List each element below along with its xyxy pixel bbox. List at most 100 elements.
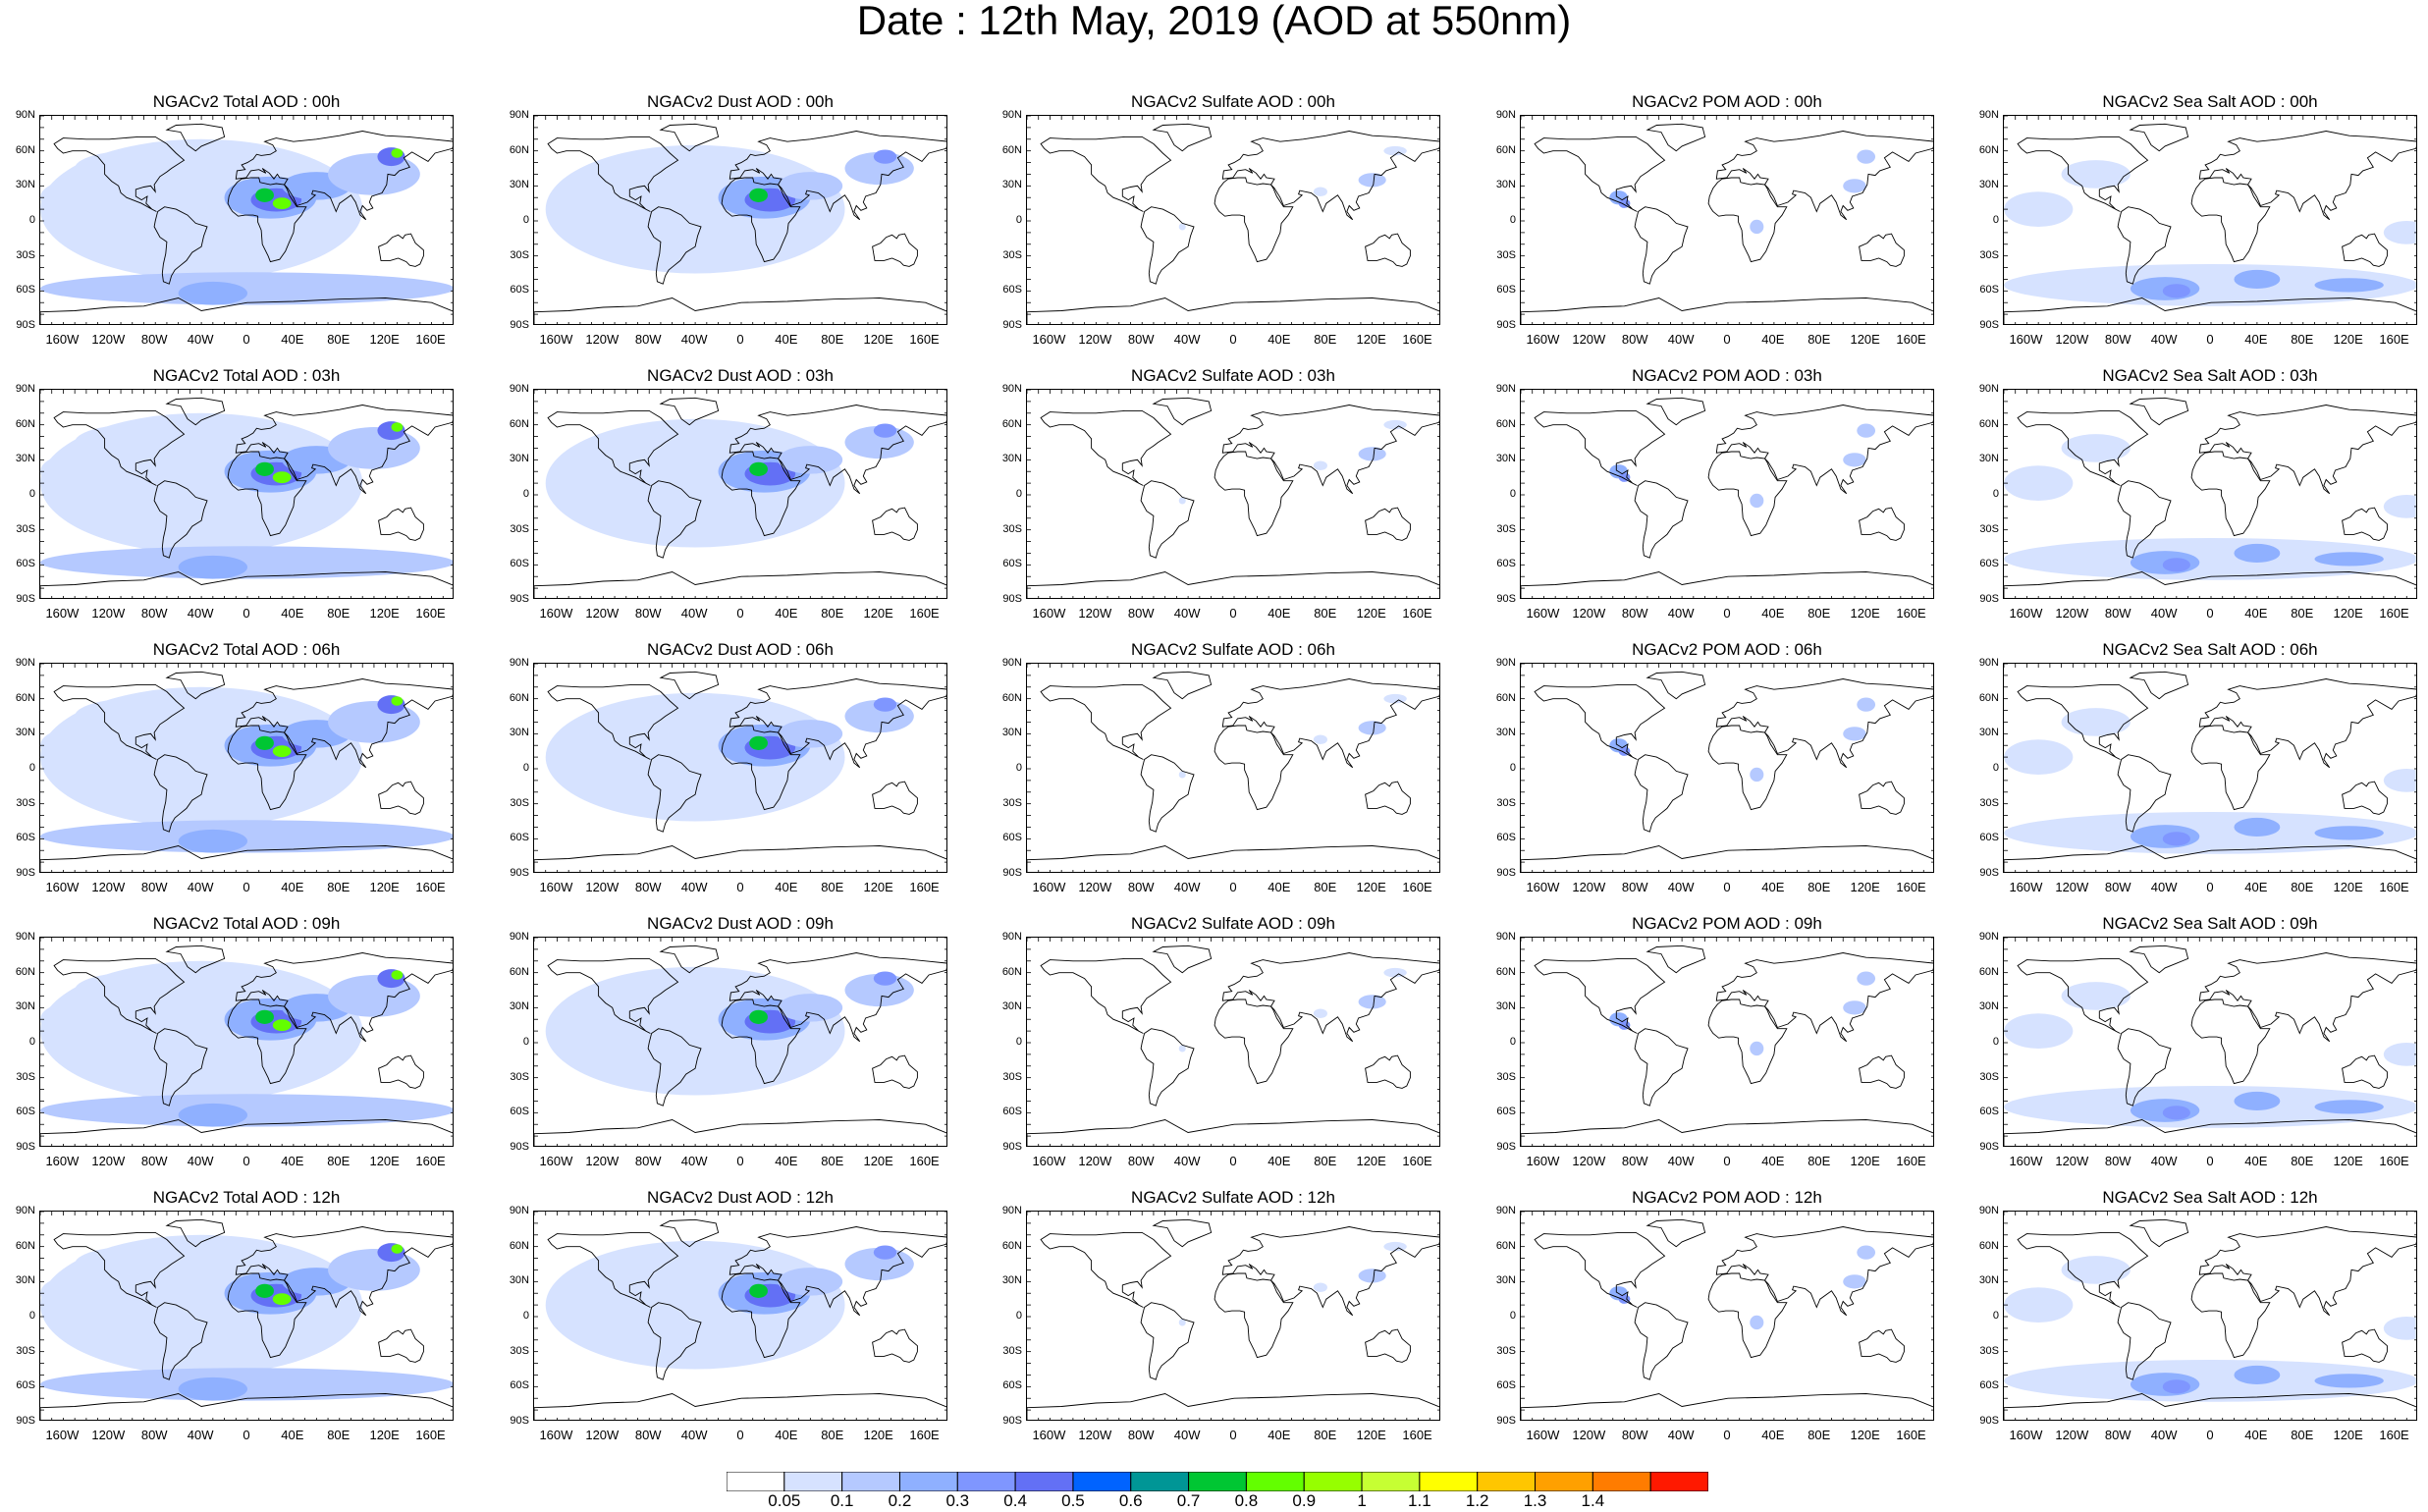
lon-label: 160E bbox=[1402, 1154, 1432, 1168]
coastline-eurasia bbox=[1715, 131, 1933, 221]
aod-region bbox=[1843, 453, 1866, 467]
aod-map bbox=[534, 116, 946, 324]
coastline-northAmerica bbox=[1040, 683, 1172, 760]
aod-region bbox=[2383, 769, 2416, 792]
lon-label: 160W bbox=[1032, 1428, 1066, 1442]
lat-label: 30N bbox=[1001, 1000, 1022, 1013]
coastline-antarctica bbox=[2004, 845, 2416, 872]
lon-label: 80W bbox=[1127, 606, 1155, 621]
lat-label: 30S bbox=[1496, 1070, 1516, 1083]
lon-label: 0 bbox=[243, 880, 250, 894]
aod-region bbox=[1857, 423, 1876, 438]
lon-label: 80W bbox=[2104, 880, 2131, 894]
coastline-northAmerica bbox=[53, 1231, 186, 1308]
lon-label: 120E bbox=[369, 1428, 400, 1442]
lon-label: 120E bbox=[2333, 880, 2363, 894]
aod-region bbox=[255, 735, 274, 750]
lon-label: 120W bbox=[585, 606, 620, 621]
lat-label: 30N bbox=[509, 179, 529, 191]
coastline-africa bbox=[2190, 451, 2271, 537]
coastline-greenland bbox=[1646, 945, 1706, 974]
panel-title: NGACv2 POM AOD : 03h bbox=[1632, 366, 1822, 385]
colorbar-bin bbox=[1303, 1472, 1363, 1491]
aod-region bbox=[1843, 727, 1866, 741]
lat-label: 30S bbox=[16, 1344, 35, 1357]
lon-label: 80W bbox=[1621, 606, 1648, 621]
aod-region bbox=[40, 1094, 453, 1127]
lon-label: 160W bbox=[45, 1154, 80, 1168]
map-panel-dust bbox=[533, 937, 947, 1147]
aod-region bbox=[1178, 1045, 1186, 1053]
lat-label: 90N bbox=[1001, 931, 1022, 943]
aod-map bbox=[1521, 116, 1933, 324]
aod-region bbox=[778, 994, 843, 1022]
lon-label: 80W bbox=[2104, 606, 2131, 621]
lon-label: 160W bbox=[2009, 332, 2043, 347]
aod-region bbox=[75, 424, 190, 460]
lon-label: 160E bbox=[2379, 1154, 2409, 1168]
lon-label: 40W bbox=[680, 1154, 708, 1168]
aod-region bbox=[2162, 284, 2190, 298]
lat-label: 0 bbox=[522, 762, 529, 774]
lon-label: 160W bbox=[539, 1154, 573, 1168]
lon-label: 120E bbox=[1356, 1428, 1386, 1442]
coastline-antarctica bbox=[1027, 1119, 1439, 1146]
lat-label: 90N bbox=[1001, 383, 1022, 395]
lat-label: 60N bbox=[15, 417, 35, 430]
lat-label: 0 bbox=[1015, 762, 1022, 774]
lat-label: 90N bbox=[509, 109, 529, 121]
aod-region bbox=[1358, 447, 1386, 461]
coastline-eurasia bbox=[1715, 678, 1933, 769]
lon-label: 160W bbox=[1032, 1154, 1066, 1168]
colorbar-tick-label: 0.2 bbox=[888, 1491, 912, 1510]
colorbar-tick-label: 1.1 bbox=[1408, 1491, 1431, 1510]
aod-map bbox=[1027, 390, 1439, 598]
lat-label: 30S bbox=[510, 522, 529, 535]
aod-map bbox=[1521, 1212, 1933, 1420]
aod-region bbox=[2234, 1365, 2281, 1384]
colorbar-bin bbox=[1419, 1472, 1479, 1491]
map-panel-dust bbox=[533, 663, 947, 873]
lon-label: 0 bbox=[1229, 332, 1237, 347]
lon-label: 120E bbox=[369, 606, 400, 621]
aod-region bbox=[1750, 219, 1764, 235]
lon-label: 80E bbox=[2291, 606, 2314, 621]
lat-label: 0 bbox=[28, 762, 35, 774]
lat-label: 30S bbox=[1496, 248, 1516, 261]
aod-region bbox=[1750, 1315, 1764, 1330]
lon-label: 80E bbox=[1314, 880, 1337, 894]
lat-label: 30N bbox=[15, 1274, 35, 1287]
lon-label: 80W bbox=[140, 1154, 168, 1168]
lon-label: 0 bbox=[1229, 606, 1237, 621]
aod-region bbox=[255, 461, 274, 476]
lat-label: 90S bbox=[1496, 1141, 1516, 1153]
coastline-northAmerica bbox=[1534, 683, 1666, 760]
lon-label: 120W bbox=[1078, 1428, 1112, 1442]
aod-region bbox=[1313, 1008, 1327, 1019]
lon-label: 0 bbox=[243, 1154, 250, 1168]
aod-region bbox=[1843, 1274, 1866, 1289]
lon-label: 160E bbox=[909, 880, 940, 894]
lon-label: 40W bbox=[680, 880, 708, 894]
colorbar-bin bbox=[898, 1472, 958, 1491]
lat-label: 60N bbox=[1495, 417, 1516, 430]
panel-title: NGACv2 Dust AOD : 09h bbox=[647, 914, 834, 933]
lon-label: 160E bbox=[415, 606, 446, 621]
aod-region bbox=[40, 728, 110, 764]
aod-region bbox=[2234, 817, 2281, 837]
lat-label: 0 bbox=[28, 214, 35, 226]
aod-region bbox=[272, 471, 292, 484]
coastline-greenland bbox=[1646, 1218, 1706, 1248]
lon-label: 160E bbox=[415, 1154, 446, 1168]
lon-label: 80W bbox=[2104, 1428, 2131, 1442]
lon-label: 160W bbox=[1526, 1154, 1560, 1168]
lon-label: 80W bbox=[1621, 880, 1648, 894]
coastline-southAmerica bbox=[647, 480, 702, 559]
lon-label: 120E bbox=[2333, 1154, 2363, 1168]
lon-label: 160W bbox=[2009, 880, 2043, 894]
coastline-eurasia bbox=[235, 678, 453, 769]
coastline-antarctica bbox=[534, 297, 946, 324]
colorbar-bin bbox=[1592, 1472, 1651, 1491]
lon-label: 40E bbox=[2244, 1154, 2268, 1168]
lon-label: 0 bbox=[2206, 880, 2214, 894]
